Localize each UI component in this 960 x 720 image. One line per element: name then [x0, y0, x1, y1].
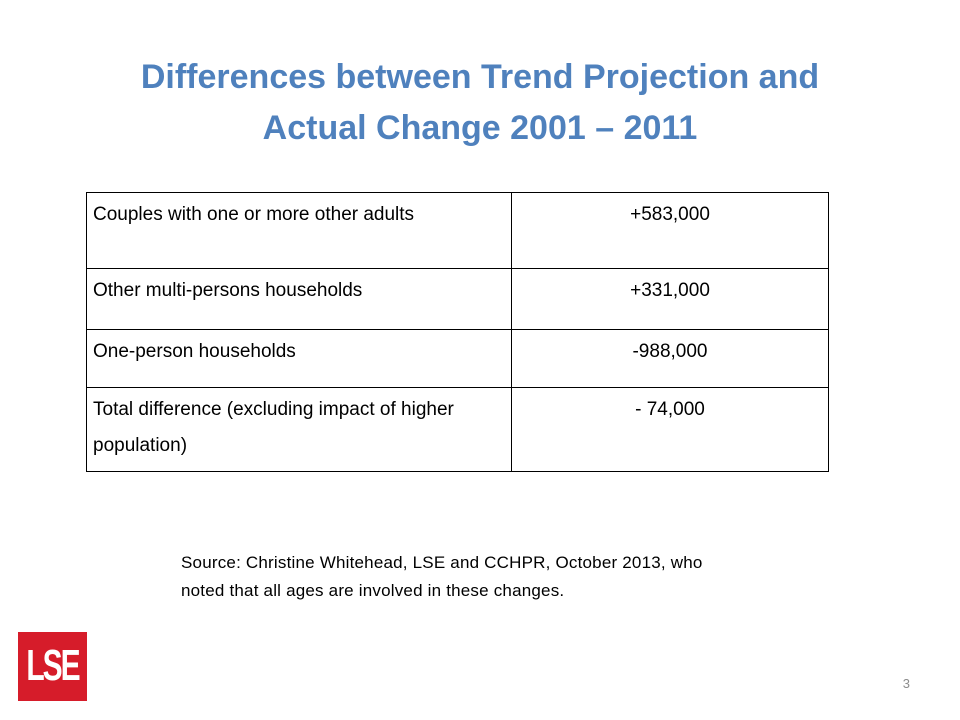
table-row: One-person households -988,000: [86, 329, 829, 388]
row-value: - 74,000: [511, 387, 829, 472]
row-label: One-person households: [86, 329, 512, 388]
source-note: Source: Christine Whitehead, LSE and CCH…: [181, 549, 841, 605]
lse-logo-text: LSE: [26, 641, 80, 690]
row-value: -988,000: [511, 329, 829, 388]
page-number: 3: [902, 676, 910, 691]
row-label: Couples with one or more other adults: [86, 192, 512, 269]
row-label: Total difference (excluding impact of hi…: [86, 387, 512, 472]
lse-logo: LSE: [18, 632, 87, 701]
slide-title: Differences between Trend Projection and…: [60, 52, 900, 154]
slide-title-line-1: Differences between Trend Projection and: [140, 58, 820, 96]
row-label: Other multi-persons households: [86, 268, 512, 330]
slide-title-line-2: Actual Change 2001 – 2011: [262, 109, 698, 147]
row-value: +583,000: [511, 192, 829, 269]
table-row: Other multi-persons households +331,000: [86, 268, 829, 330]
source-line-2: noted that all ages are involved in thes…: [181, 581, 565, 600]
table-row: Total difference (excluding impact of hi…: [86, 387, 829, 472]
difference-table: Couples with one or more other adults +5…: [86, 192, 829, 472]
table-row: Couples with one or more other adults +5…: [86, 192, 829, 269]
source-line-1: Source: Christine Whitehead, LSE and CCH…: [181, 553, 703, 572]
row-value: +331,000: [511, 268, 829, 330]
